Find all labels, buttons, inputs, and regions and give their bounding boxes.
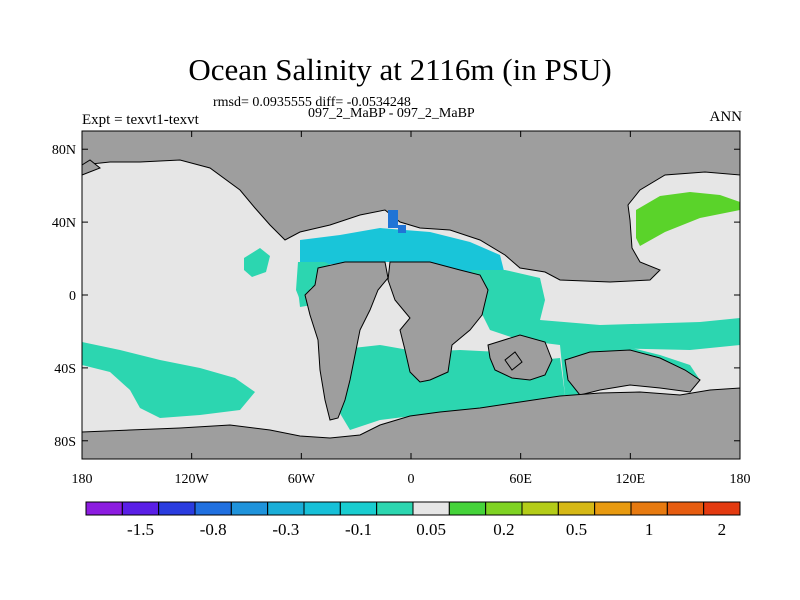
colorbar-label: 1 <box>645 520 654 539</box>
colorbar-swatch <box>485 501 523 516</box>
land-small-island <box>504 351 523 371</box>
diff-region-north-atlantic <box>300 228 505 275</box>
map-body <box>81 130 741 460</box>
colorbar-swatch <box>594 501 632 516</box>
lon-label: 0 <box>408 472 415 487</box>
lon-label: 180 <box>72 472 93 487</box>
colorbar-label: -0.8 <box>200 520 227 539</box>
colorbar-label: -0.1 <box>345 520 372 539</box>
colorbar-swatch <box>630 501 668 516</box>
colorbar-swatch <box>666 501 705 516</box>
colorbar-label: 0.05 <box>416 520 446 539</box>
colorbar-swatch <box>557 501 596 516</box>
colorbar-swatch <box>303 501 341 516</box>
land-africa <box>387 261 489 383</box>
land-india-australia <box>487 334 553 381</box>
colorbar-swatch <box>267 501 305 516</box>
colorbar-swatch <box>85 501 123 516</box>
lon-label: 60E <box>509 472 532 487</box>
diff-region-south-pacific <box>82 342 255 418</box>
lon-label: 180 <box>730 472 751 487</box>
diff-cell-deep-blue-2 <box>398 225 406 233</box>
diff-region-equatorial-band <box>470 270 740 350</box>
colorbar-label: -0.3 <box>272 520 299 539</box>
diff-cell-deep-blue <box>388 210 398 228</box>
plot-title: Ocean Salinity at 2116m (in PSU) <box>188 52 612 87</box>
colorbar-swatch <box>339 501 378 516</box>
latitude-axis: 80N 40N 0 40S 80S <box>52 143 740 450</box>
lat-label: 80S <box>54 435 76 450</box>
season-label: ANN <box>709 109 743 125</box>
experiment-label: Expt = texvt1-texvt <box>82 112 199 128</box>
lat-label: 40S <box>54 362 76 377</box>
lat-label: 40N <box>52 216 76 231</box>
colorbar-swatch <box>448 501 487 516</box>
colorbar-swatch <box>376 501 414 516</box>
colorbar-swatch <box>703 501 741 516</box>
lat-label: 0 <box>69 289 76 304</box>
colorbar-label: 0.2 <box>493 520 514 539</box>
lon-label: 60W <box>288 472 316 487</box>
diff-region-mid-pacific <box>244 248 270 277</box>
colorbar-label: 2 <box>718 520 727 539</box>
land-antarctica <box>81 387 741 460</box>
diff-region-northwest-pacific <box>636 192 740 246</box>
lon-label: 120W <box>175 472 210 487</box>
longitude-axis: 180 120W 60W 0 60E 120E 180 <box>72 131 751 487</box>
colorbar-swatch <box>121 501 160 516</box>
lat-label: 80N <box>52 143 76 158</box>
land-polar-and-eurasia <box>81 130 741 283</box>
colorbar-swatch <box>194 501 232 516</box>
lon-label: 120E <box>616 472 646 487</box>
colorbar-swatch <box>230 501 269 516</box>
cases-label: 097_2_MaBP - 097_2_MaBP <box>308 106 475 121</box>
colorbar-swatch <box>521 501 559 516</box>
colorbar-swatch <box>412 501 450 516</box>
colorbar-label: -1.5 <box>127 520 154 539</box>
stats-line: rmsd= 0.0935555 diff= -0.0534248 <box>213 95 411 110</box>
colorbar-swatch <box>158 501 196 516</box>
colorbar-label: 0.5 <box>566 520 587 539</box>
